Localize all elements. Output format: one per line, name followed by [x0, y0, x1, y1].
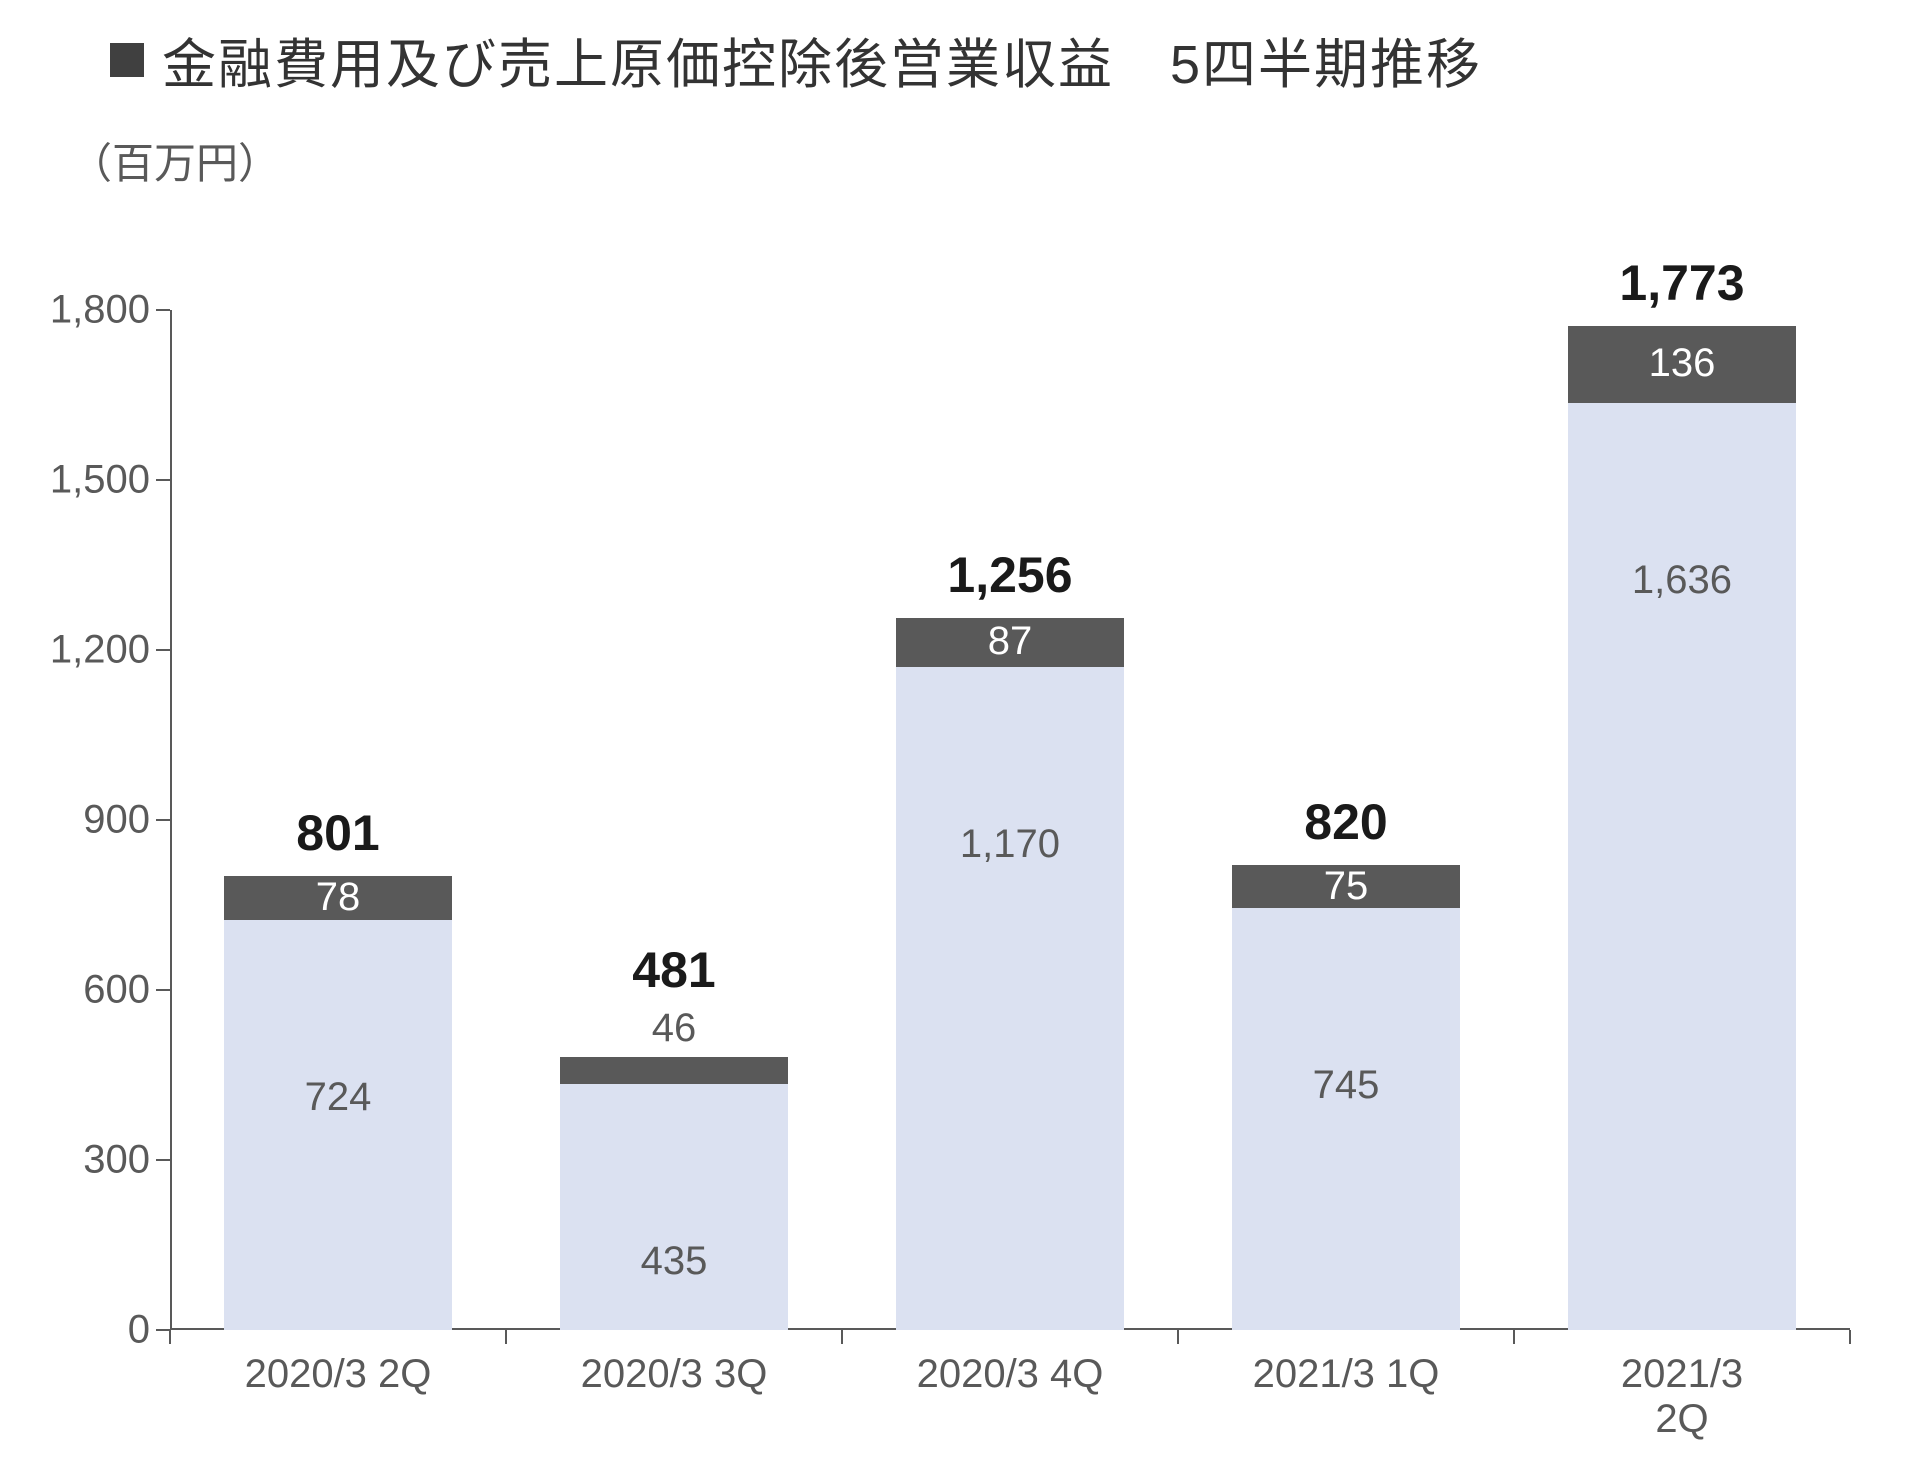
x-tick [1513, 1330, 1515, 1344]
y-tick-label: 1,200 [0, 628, 150, 673]
bar-total-label: 1,256 [896, 546, 1124, 604]
bar-segment-lower [1232, 908, 1460, 1330]
x-tick-label: 2020/3 2Q [245, 1352, 432, 1397]
bar-total-label: 820 [1232, 793, 1460, 851]
y-tick [156, 1159, 170, 1161]
y-tick [156, 989, 170, 991]
y-tick-label: 1,800 [0, 288, 150, 333]
y-tick-label: 0 [0, 1308, 150, 1353]
y-tick-label: 600 [0, 968, 150, 1013]
y-axis-line [170, 310, 172, 1330]
bar-value-lower: 1,636 [1568, 558, 1796, 603]
x-tick [1849, 1330, 1851, 1344]
bar-group: 1,6361361,773 [1568, 310, 1796, 1330]
bar-segment-lower [560, 1084, 788, 1331]
y-tick [156, 479, 170, 481]
bar-segment-upper [560, 1057, 788, 1083]
bar-group: 1,170 87 1,256 [896, 310, 1124, 1330]
bar-total-label: 1,773 [1568, 254, 1796, 312]
y-tick-label: 300 [0, 1138, 150, 1183]
title-bullet-icon [110, 43, 144, 77]
bar-total-label: 801 [224, 804, 452, 862]
bar-value-lower: 1,170 [896, 822, 1124, 867]
y-tick [156, 309, 170, 311]
chart-title-row: 金融費用及び売上原価控除後営業収益 5四半期推移 [110, 20, 1482, 99]
bar-value-upper: 87 [896, 619, 1124, 664]
x-tick [505, 1330, 507, 1344]
x-tick [1177, 1330, 1179, 1344]
y-tick [156, 1329, 170, 1331]
bar-segment-lower [224, 920, 452, 1330]
bar-value-upper: 78 [224, 875, 452, 920]
y-tick-label: 900 [0, 798, 150, 843]
bar-value-lower: 745 [1232, 1063, 1460, 1108]
bar-value-lower: 435 [560, 1239, 788, 1284]
x-tick-label: 2020/3 4Q [917, 1352, 1104, 1397]
bar-value-upper: 46 [560, 1006, 788, 1051]
bar-value-lower: 724 [224, 1075, 452, 1120]
plot-area: 03006009001,2001,5001,8002020/3 2Q724788… [170, 310, 1850, 1330]
x-tick-label: 2020/3 3Q [581, 1352, 768, 1397]
x-tick [841, 1330, 843, 1344]
x-tick-label: 2021/3 1Q [1253, 1352, 1440, 1397]
chart-container: 金融費用及び売上原価控除後営業収益 5四半期推移 （百万円） 0 300 600 90… [0, 0, 1920, 1474]
bar-group: 724 78 801 [224, 310, 452, 1330]
y-axis-unit: （百万円） [70, 130, 280, 191]
y-tick [156, 819, 170, 821]
bar-segment-lower [896, 667, 1124, 1330]
bar-value-upper: 136 [1568, 341, 1796, 386]
bar-group: 435 46 481 [560, 310, 788, 1330]
y-tick [156, 649, 170, 651]
chart-title: 金融費用及び売上原価控除後営業収益 5四半期推移 [162, 20, 1482, 99]
x-tick [169, 1330, 171, 1344]
bar-group: 745 75 820 [1232, 310, 1460, 1330]
bar-segment-lower [1568, 403, 1796, 1330]
x-tick-label: 2021/3 2Q [1598, 1352, 1766, 1442]
bar-total-label: 481 [560, 941, 788, 999]
bar-value-upper: 75 [1232, 864, 1460, 909]
y-tick-label: 1,500 [0, 458, 150, 503]
